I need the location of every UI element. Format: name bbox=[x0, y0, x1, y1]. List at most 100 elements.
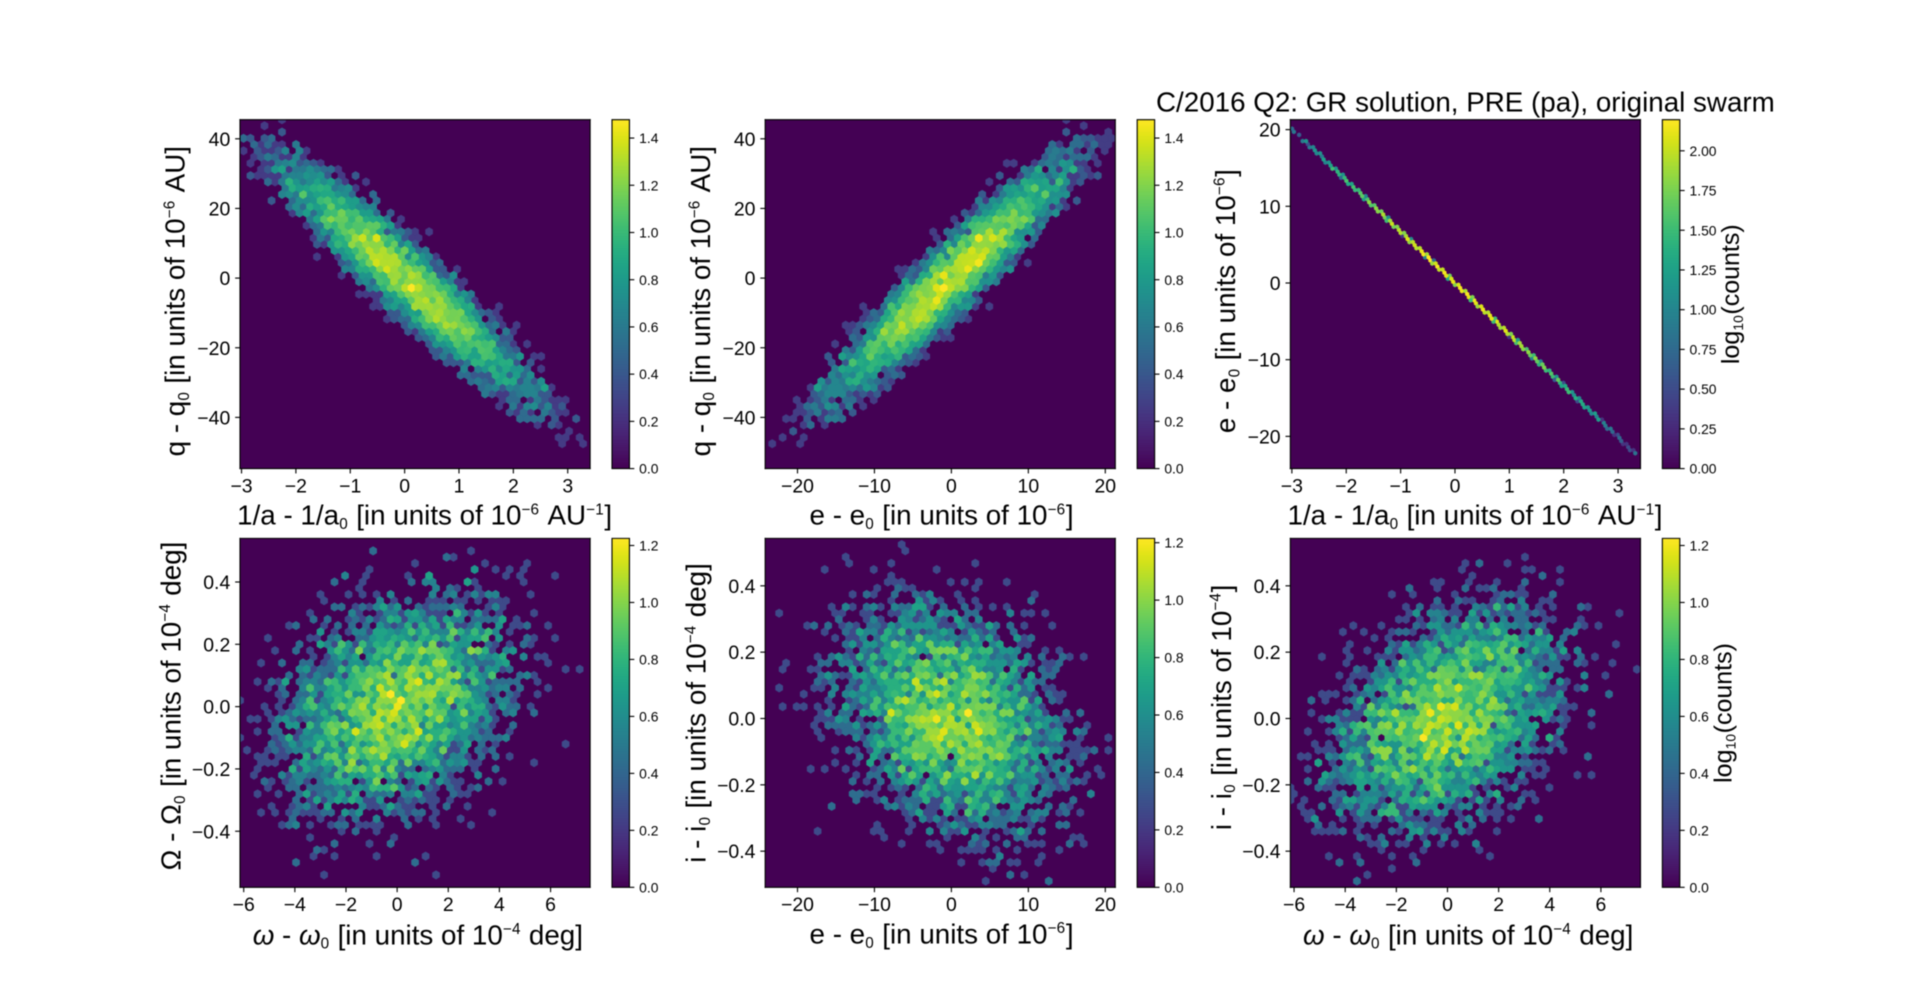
svg-text:0.2: 0.2 bbox=[1164, 413, 1184, 429]
svg-text:−1: −1 bbox=[1390, 475, 1412, 497]
svg-text:0.2: 0.2 bbox=[1164, 822, 1184, 838]
svg-text:0.6: 0.6 bbox=[639, 708, 659, 724]
svg-text:2: 2 bbox=[443, 894, 454, 916]
svg-text:−3: −3 bbox=[1281, 475, 1303, 497]
svg-text:1.0: 1.0 bbox=[1164, 225, 1184, 241]
svg-text:−2: −2 bbox=[1385, 894, 1407, 916]
svg-text:0.50: 0.50 bbox=[1690, 381, 1717, 397]
svg-text:0.0: 0.0 bbox=[1164, 879, 1184, 895]
svg-text:0.8: 0.8 bbox=[639, 272, 659, 288]
svg-text:−10: −10 bbox=[1248, 350, 1281, 372]
svg-text:20: 20 bbox=[1094, 894, 1116, 916]
svg-text:0: 0 bbox=[946, 894, 957, 916]
svg-text:−2: −2 bbox=[1335, 475, 1357, 497]
svg-text:−1: −1 bbox=[339, 475, 361, 497]
svg-text:−2: −2 bbox=[285, 475, 307, 497]
svg-text:1.50: 1.50 bbox=[1690, 222, 1717, 238]
svg-text:4: 4 bbox=[494, 894, 505, 916]
svg-text:1.0: 1.0 bbox=[1164, 592, 1184, 608]
svg-text:0: 0 bbox=[392, 894, 403, 916]
svg-text:−2: −2 bbox=[335, 894, 357, 916]
svg-text:0: 0 bbox=[1450, 475, 1461, 497]
svg-text:1.2: 1.2 bbox=[1164, 535, 1184, 551]
svg-text:0: 0 bbox=[399, 475, 410, 497]
svg-text:2.00: 2.00 bbox=[1690, 143, 1717, 159]
svg-text:−20: −20 bbox=[781, 894, 814, 916]
svg-text:1.0: 1.0 bbox=[639, 594, 659, 610]
svg-text:20: 20 bbox=[1259, 120, 1281, 142]
svg-text:1.4: 1.4 bbox=[639, 130, 659, 146]
svg-text:0.2: 0.2 bbox=[728, 642, 755, 664]
svg-text:−20: −20 bbox=[781, 475, 814, 497]
svg-text:0.8: 0.8 bbox=[1690, 651, 1710, 667]
svg-text:log(counts)10: log(counts)10 bbox=[1717, 224, 1746, 364]
svg-text:0.6: 0.6 bbox=[1164, 707, 1184, 723]
svg-text:−20: −20 bbox=[1248, 426, 1281, 448]
svg-text:q - q [in units of 10 AU]0−6: q - q [in units of 10 AU]0−6 bbox=[685, 146, 718, 456]
svg-text:0: 0 bbox=[745, 268, 756, 290]
svg-text:−40: −40 bbox=[197, 407, 230, 429]
svg-text:−6: −6 bbox=[1283, 894, 1305, 916]
svg-text:3: 3 bbox=[562, 475, 573, 497]
svg-text:0.8: 0.8 bbox=[639, 651, 659, 667]
svg-text:−10: −10 bbox=[858, 475, 891, 497]
svg-text:4: 4 bbox=[1544, 894, 1555, 916]
svg-text:1.00: 1.00 bbox=[1690, 302, 1717, 318]
svg-text:0.4: 0.4 bbox=[203, 572, 230, 594]
svg-text:0.0: 0.0 bbox=[639, 879, 659, 895]
svg-text:0.6: 0.6 bbox=[1690, 708, 1710, 724]
svg-text:−4: −4 bbox=[1334, 894, 1356, 916]
svg-text:0.2: 0.2 bbox=[203, 634, 230, 656]
svg-text:20: 20 bbox=[209, 198, 231, 220]
svg-text:−0.4: −0.4 bbox=[1242, 841, 1281, 863]
svg-text:0.8: 0.8 bbox=[1164, 272, 1184, 288]
svg-text:0.0: 0.0 bbox=[1164, 461, 1184, 477]
svg-text:1/a - 1/a [in units of 10 AU]0: 1/a - 1/a [in units of 10 AU]0−6 −1 bbox=[237, 500, 612, 533]
svg-text:−20: −20 bbox=[722, 338, 755, 360]
svg-text:3: 3 bbox=[1613, 475, 1624, 497]
svg-text:e - e [in units of 10]0−6: e - e [in units of 10]0−6 bbox=[1210, 169, 1243, 433]
svg-text:−4: −4 bbox=[284, 894, 306, 916]
svg-text:Ω - Ω [in units of 10 deg]0−4: Ω - Ω [in units of 10 deg]0−4 bbox=[155, 542, 188, 871]
svg-text:0.6: 0.6 bbox=[639, 319, 659, 335]
svg-text:2: 2 bbox=[508, 475, 519, 497]
svg-text:0: 0 bbox=[1442, 894, 1453, 916]
svg-text:e - e [in units of 10]0−6: e - e [in units of 10]0−6 bbox=[810, 500, 1074, 533]
svg-text:1.75: 1.75 bbox=[1690, 183, 1717, 199]
svg-text:0.2: 0.2 bbox=[639, 413, 659, 429]
svg-text:0.4: 0.4 bbox=[728, 576, 755, 598]
svg-text:6: 6 bbox=[1596, 894, 1607, 916]
svg-text:0.6: 0.6 bbox=[1164, 319, 1184, 335]
svg-text:0.8: 0.8 bbox=[1164, 650, 1184, 666]
svg-text:1/a - 1/a [in units of 10 AU]0: 1/a - 1/a [in units of 10 AU]0−6 −1 bbox=[1288, 500, 1663, 533]
svg-text:2: 2 bbox=[1493, 894, 1504, 916]
svg-text:−20: −20 bbox=[197, 338, 230, 360]
svg-text:−0.2: −0.2 bbox=[192, 759, 230, 781]
svg-text:−10: −10 bbox=[858, 894, 891, 916]
svg-text:0.00: 0.00 bbox=[1690, 461, 1717, 477]
svg-text:1.2: 1.2 bbox=[1164, 177, 1184, 193]
svg-text:0.0: 0.0 bbox=[1254, 709, 1281, 731]
svg-text:−0.4: −0.4 bbox=[717, 841, 756, 863]
svg-text:−0.4: −0.4 bbox=[192, 821, 231, 843]
svg-text:0.4: 0.4 bbox=[1254, 576, 1281, 598]
svg-text:0.0: 0.0 bbox=[728, 709, 755, 731]
svg-text:1.0: 1.0 bbox=[639, 225, 659, 241]
svg-text:0.2: 0.2 bbox=[1690, 822, 1710, 838]
svg-text:10: 10 bbox=[1018, 475, 1040, 497]
svg-text:40: 40 bbox=[209, 129, 231, 151]
svg-text:0.25: 0.25 bbox=[1690, 421, 1717, 437]
svg-text:0.2: 0.2 bbox=[639, 822, 659, 838]
svg-text:ωω - [in units of 10 deg]0−4: ωω - [in units of 10 deg]0−4 bbox=[253, 919, 583, 952]
svg-text:0.4: 0.4 bbox=[1690, 765, 1710, 781]
svg-text:10: 10 bbox=[1018, 894, 1040, 916]
svg-text:0.4: 0.4 bbox=[1164, 366, 1184, 382]
svg-text:40: 40 bbox=[734, 129, 756, 151]
svg-text:ωω - [in units of 10 deg]0−4: ωω - [in units of 10 deg]0−4 bbox=[1303, 919, 1633, 952]
svg-text:10: 10 bbox=[1259, 196, 1281, 218]
svg-text:−3: −3 bbox=[230, 475, 252, 497]
svg-text:−40: −40 bbox=[722, 407, 755, 429]
svg-text:0.0: 0.0 bbox=[1690, 879, 1710, 895]
svg-text:1.2: 1.2 bbox=[1690, 538, 1710, 554]
svg-text:6: 6 bbox=[545, 894, 556, 916]
